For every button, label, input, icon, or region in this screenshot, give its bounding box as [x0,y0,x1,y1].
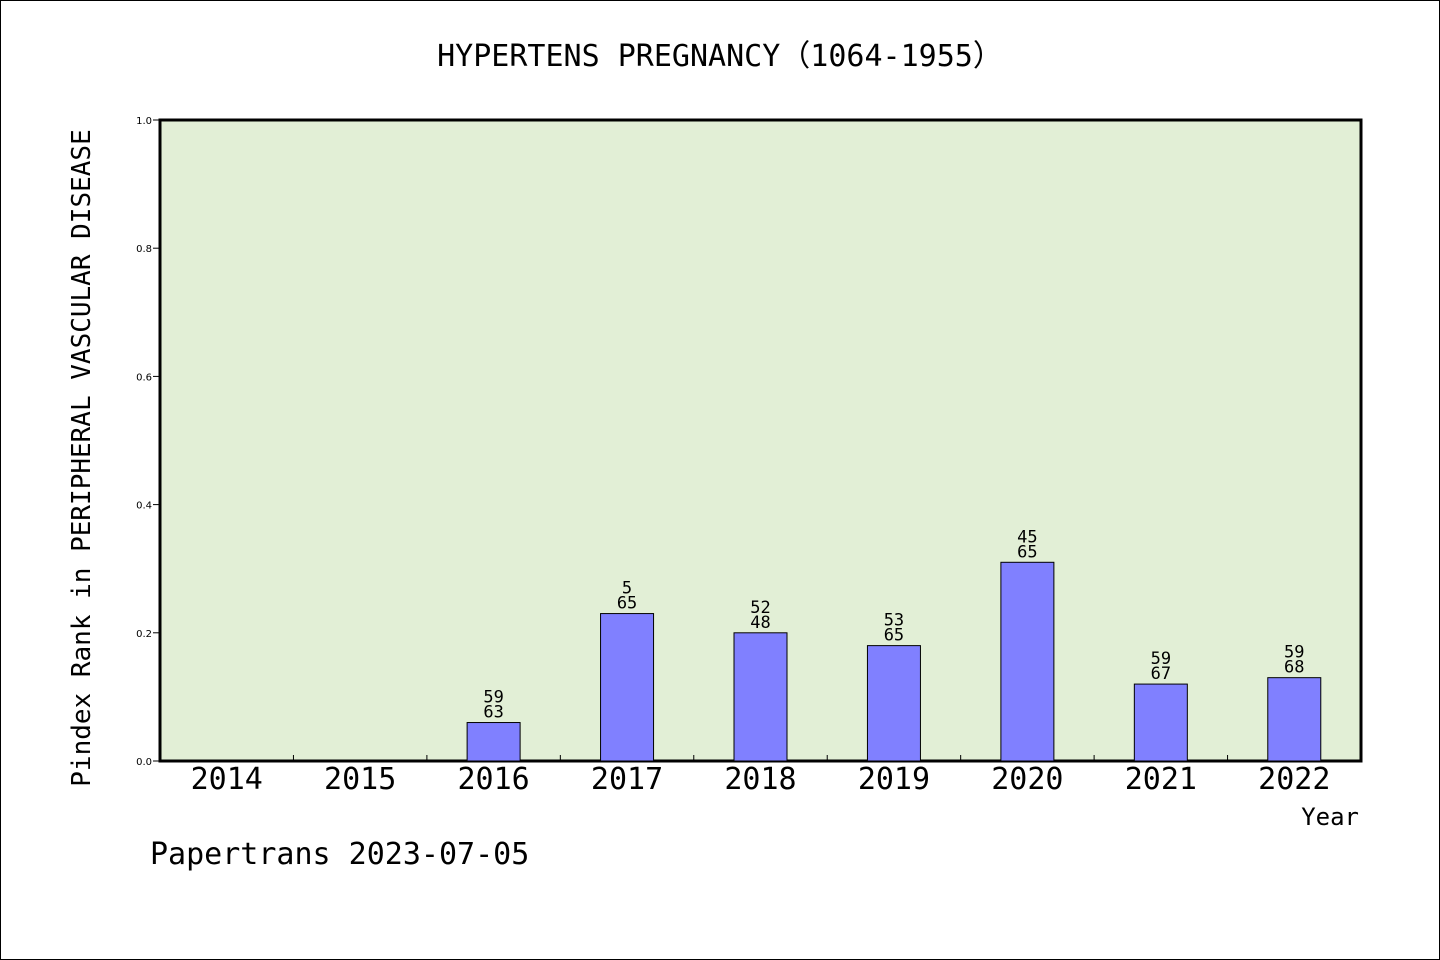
bar-label-top: 59 [483,688,503,708]
x-tick-label: 2016 [457,762,529,797]
bar-2021 [1133,683,1188,762]
bar-label-bottom: 68 [1284,658,1304,678]
bar-label-bottom: 63 [483,703,503,723]
y-tick-label: 0.6 [136,372,152,383]
y-tick-label: 0.8 [136,244,152,255]
bar-label-top: 5 [622,579,632,599]
bar-label-top: 53 [884,611,904,631]
bar-2019 [866,645,921,762]
bar-2016 [466,722,521,762]
bar-2017 [600,613,655,762]
x-tick-label: 2014 [191,762,263,797]
y-tick-label: 0.0 [136,757,152,768]
bar-2022 [1267,677,1322,762]
bar-label-top: 52 [750,598,770,618]
x-tick-label: 2022 [1258,762,1330,797]
y-axis-label: Pindex Rank in PERIPHERAL VASCULAR DISEA… [67,129,97,786]
y-tick-label: 0.4 [136,501,152,512]
bar-label-bottom: 65 [884,626,904,646]
bar-label-top: 59 [1151,649,1171,669]
x-tick-label: 2019 [858,762,930,797]
bar-label-bottom: 65 [617,594,637,614]
chart-title: HYPERTENS PREGNANCY（1064-1955） [437,39,1003,74]
x-tick-label: 2018 [724,762,796,797]
x-tick-label: 2017 [591,762,663,797]
bar-label-top: 45 [1017,527,1037,547]
bar-2018 [733,632,788,762]
bar-label-bottom: 48 [750,613,770,633]
x-axis-label: Year [1301,803,1359,831]
x-tick-label: 2020 [991,762,1063,797]
x-tick-label: 2015 [324,762,396,797]
y-tick-label: 1.0 [136,116,152,127]
bar-label-top: 59 [1284,643,1304,663]
bar-2020 [1000,561,1055,762]
y-tick-label: 0.2 [136,629,152,640]
bar-label-bottom: 67 [1151,664,1171,684]
bar-label-bottom: 65 [1017,542,1037,562]
footer-credit: Papertrans 2023-07-05 [150,837,529,872]
x-tick-label: 2021 [1125,762,1197,797]
